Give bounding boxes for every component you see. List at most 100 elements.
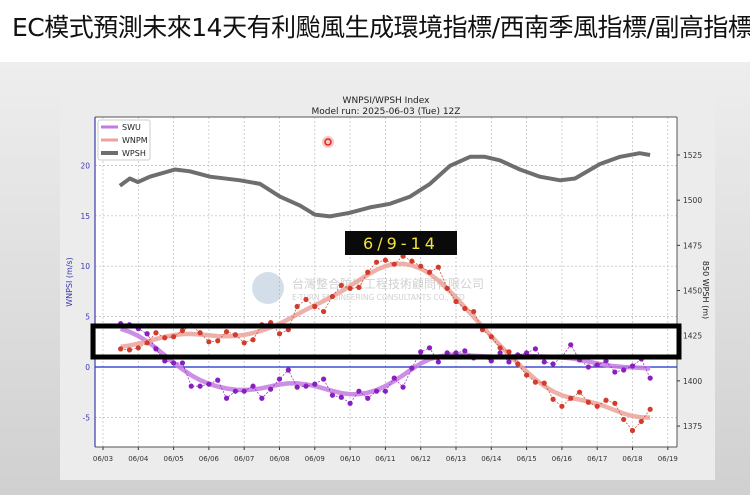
- data-point-swu: [488, 358, 494, 364]
- data-point-wnpm: [409, 258, 415, 264]
- data-point-wnpm: [356, 284, 362, 290]
- data-point-wnpm: [435, 264, 441, 270]
- data-point-wnpm: [223, 329, 230, 335]
- data-point-swu: [294, 384, 300, 390]
- y2-tick-label: 1425: [683, 332, 702, 341]
- chart-subtitle: Model run: 2025-06-03 (Tue) 12Z: [312, 107, 461, 117]
- data-point-swu: [444, 350, 450, 356]
- x-tick-label: 06/15: [517, 455, 537, 463]
- data-point-wnpm: [312, 303, 318, 310]
- data-point-wnpm: [497, 345, 503, 351]
- legend: SWU WNPM WPSH: [97, 119, 151, 161]
- data-point-wnpm: [471, 308, 477, 315]
- data-point-swu: [603, 358, 609, 364]
- data-point-swu: [647, 375, 653, 381]
- data-point-swu: [338, 394, 344, 400]
- chart-title: WNPSI/WPSH Index: [343, 96, 431, 106]
- data-point-swu: [453, 350, 459, 356]
- highlight-box: [90, 323, 682, 360]
- data-point-wnpm: [444, 285, 450, 291]
- y-tick-label: 5: [85, 313, 90, 322]
- data-point-swu: [188, 383, 194, 389]
- y2-axis-label: 850 WPSH (m): [701, 261, 710, 319]
- data-point-wnpm: [585, 399, 591, 405]
- x-tick-label: 06/05: [164, 455, 184, 463]
- data-point-wnpm: [329, 293, 336, 300]
- x-tick-label: 06/10: [340, 455, 360, 463]
- data-point-wnpm: [197, 330, 203, 336]
- data-point-wnpm: [506, 349, 512, 355]
- legend-swu: SWU: [122, 123, 141, 132]
- data-point-swu: [321, 376, 327, 382]
- legend-box: [97, 119, 151, 161]
- y-tick-label: -5: [83, 413, 91, 422]
- data-point-swu: [303, 383, 309, 389]
- data-point-wnpm: [241, 340, 247, 346]
- data-point-wnpm: [135, 345, 141, 351]
- data-point-wnpm: [153, 330, 159, 336]
- x-tick-label: 06/13: [446, 455, 466, 463]
- data-point-wnpm: [559, 403, 565, 409]
- data-point-swu: [409, 365, 415, 371]
- data-point-wnpm: [603, 397, 609, 403]
- data-point-swu: [162, 358, 168, 364]
- data-point-wnpm: [515, 361, 521, 367]
- data-point-swu: [506, 359, 512, 365]
- cursor-pointer-glow: [322, 136, 334, 148]
- data-point-wnpm: [391, 261, 397, 267]
- data-point-swu: [276, 376, 283, 382]
- data-point-wnpm: [382, 257, 388, 263]
- data-point-swu: [312, 381, 318, 387]
- data-point-wnpm: [568, 395, 574, 401]
- x-tick-label: 06/11: [375, 455, 395, 463]
- data-point-wnpm: [232, 332, 238, 338]
- annotation-label-box: [345, 231, 457, 255]
- data-point-swu: [550, 361, 556, 367]
- data-point-wnpm: [373, 259, 380, 265]
- x-tick-label: 06/06: [199, 455, 220, 463]
- y-axis-label: WNPSI (m/s): [65, 257, 74, 307]
- data-point-swu: [232, 388, 238, 394]
- x-tick-label: 06/12: [411, 455, 431, 463]
- data-point-swu: [462, 348, 468, 354]
- data-point-swu: [206, 381, 212, 387]
- data-point-wnpm: [594, 403, 600, 409]
- data-point-wnpm: [321, 308, 327, 315]
- data-point-swu: [585, 364, 591, 370]
- data-point-wnpm: [179, 328, 186, 334]
- data-point-wnpm: [276, 331, 283, 337]
- company-logo-icon: [252, 272, 284, 304]
- data-point-wnpm: [347, 285, 353, 291]
- x-tick-label: 06/03: [93, 455, 113, 463]
- data-point-swu: [223, 395, 230, 401]
- data-point-swu: [365, 395, 371, 401]
- y-tick-label: 20: [80, 161, 90, 170]
- data-point-wnpm: [612, 400, 618, 406]
- data-point-wnpm: [418, 263, 424, 269]
- data-point-wnpm: [550, 396, 556, 402]
- data-point-swu: [524, 350, 530, 356]
- x-tick-label: 06/18: [622, 455, 642, 463]
- data-point-wnpm: [541, 380, 547, 386]
- cursor-pointer-icon: [324, 138, 332, 146]
- x-tick-label: 06/04: [128, 455, 149, 463]
- data-point-swu: [532, 346, 539, 352]
- data-point-swu: [612, 369, 618, 375]
- data-point-wnpm: [647, 406, 653, 412]
- data-point-wnpm: [524, 372, 530, 378]
- data-point-wnpm: [453, 298, 459, 305]
- data-point-swu: [382, 388, 388, 394]
- data-point-swu: [373, 388, 380, 394]
- data-point-wnpm: [488, 334, 494, 340]
- data-point-wnpm: [576, 389, 583, 395]
- data-point-wnpm: [426, 269, 433, 275]
- data-point-wnpm: [294, 303, 300, 310]
- data-point-swu: [541, 359, 547, 365]
- data-point-wnpm: [215, 338, 221, 344]
- y2-tick-label: 1400: [683, 377, 702, 386]
- series-smooth-wnpm: [120, 261, 651, 420]
- data-point-swu: [497, 350, 503, 356]
- data-point-wnpm: [365, 269, 371, 275]
- data-point-swu: [418, 349, 424, 355]
